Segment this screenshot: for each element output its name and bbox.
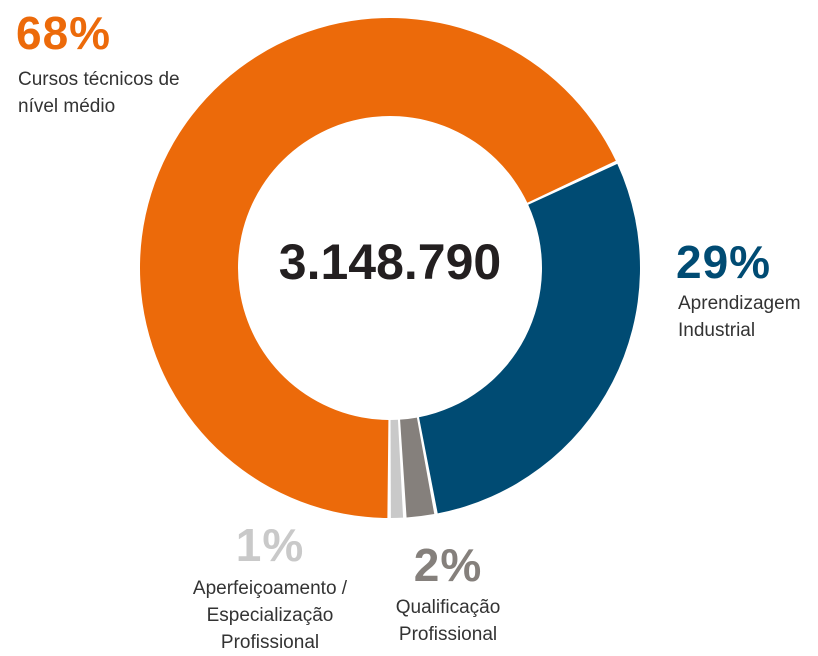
donut-segment [400,417,435,518]
category-label: Aperfeiçoamento / Especialização Profiss… [192,578,348,653]
value-label: 29% [676,236,772,288]
donut-segment [390,419,404,518]
category-label: Qualificação Profissional [395,597,501,645]
donut-segment [419,163,640,514]
center-total: 3.148.790 [278,234,502,290]
category-label: Cursos técnicos de nível médio [18,69,180,117]
category-label: Aprendizagem Industrial [678,293,801,341]
value-label: 2% [413,539,483,591]
value-label: 1% [235,519,305,571]
donut-segment [139,18,616,518]
value-label: 68% [16,7,112,59]
